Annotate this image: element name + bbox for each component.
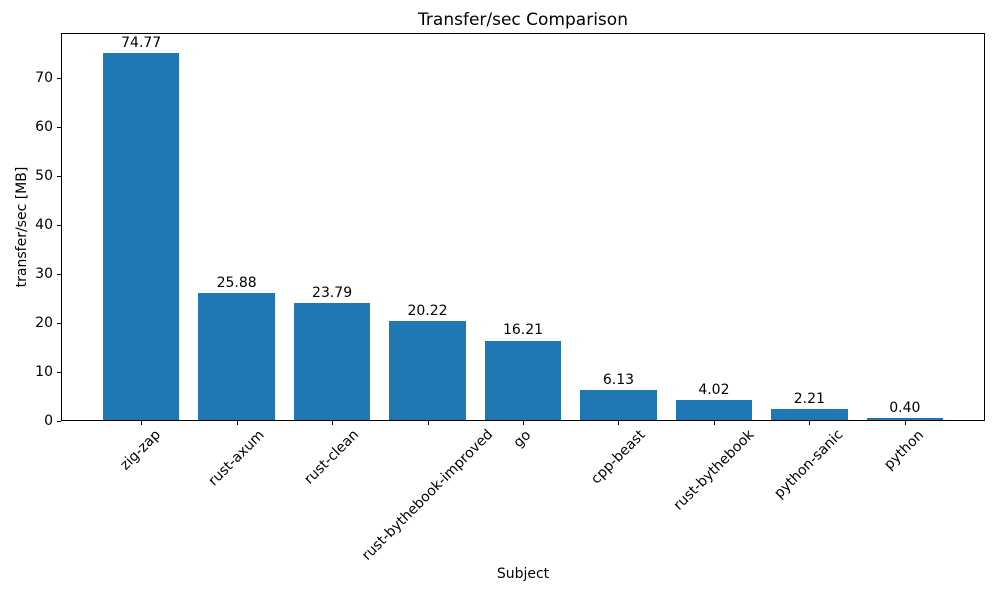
- x-tick: [809, 421, 811, 425]
- x-tick: [618, 421, 620, 425]
- x-tick-label: python-sanic: [771, 426, 847, 503]
- x-axis-label: Subject: [496, 566, 550, 582]
- y-tick-label: 10: [35, 363, 53, 380]
- y-tick: [57, 323, 61, 324]
- bar: [866, 418, 943, 420]
- x-tick: [904, 421, 906, 425]
- x-tick-label: rust-clean: [301, 426, 363, 488]
- bar: [484, 340, 562, 420]
- y-tick-label: 40: [35, 216, 53, 233]
- bar-value-label: 6.13: [602, 371, 635, 388]
- x-tick: [332, 421, 334, 425]
- bar: [771, 409, 848, 420]
- y-tick: [57, 78, 61, 79]
- bar: [103, 53, 180, 420]
- bar: [293, 303, 371, 420]
- y-tick: [57, 274, 61, 275]
- x-tick-label: go: [510, 426, 535, 451]
- y-tick-label: 70: [35, 69, 53, 86]
- y-tick: [57, 176, 61, 177]
- bar-value-label: 0.40: [889, 400, 921, 417]
- y-tick: [57, 421, 61, 422]
- bar-value-label: 2.21: [793, 391, 825, 408]
- y-tick-label: 0: [44, 413, 53, 429]
- x-tick-label: python: [881, 426, 928, 473]
- y-tick-label: 30: [35, 265, 53, 282]
- y-tick-label: 50: [35, 167, 53, 184]
- x-tick-label: rust-bythebook: [670, 426, 757, 514]
- bar: [580, 389, 657, 420]
- bar: [389, 320, 466, 420]
- x-tick-label: cpp-beast: [587, 426, 649, 488]
- bar-value-label: 4.02: [698, 382, 730, 399]
- x-tick-label: zig-zap: [117, 426, 165, 474]
- bar-value-label: 74.77: [121, 35, 162, 52]
- x-tick: [236, 421, 238, 425]
- bar: [198, 293, 275, 420]
- bar: [675, 400, 753, 420]
- x-tick: [427, 421, 429, 425]
- y-tick: [57, 372, 61, 373]
- x-tick: [713, 421, 715, 425]
- y-tick: [57, 225, 61, 226]
- bar-value-label: 23.79: [312, 285, 353, 302]
- bar-value-label: 20.22: [407, 302, 448, 319]
- y-tick: [57, 127, 61, 128]
- x-tick: [141, 421, 143, 425]
- chart-title: Transfer/sec Comparison: [418, 10, 628, 30]
- plot-area: [61, 33, 985, 421]
- y-tick-label: 20: [35, 314, 53, 331]
- bar-value-label: 16.21: [502, 322, 544, 339]
- x-tick-label: rust-bythebook-improved: [358, 426, 496, 565]
- bar-value-label: 25.88: [216, 275, 257, 292]
- x-tick-label: rust-axum: [205, 426, 268, 490]
- y-tick-label: 60: [35, 118, 53, 135]
- x-tick: [523, 421, 524, 425]
